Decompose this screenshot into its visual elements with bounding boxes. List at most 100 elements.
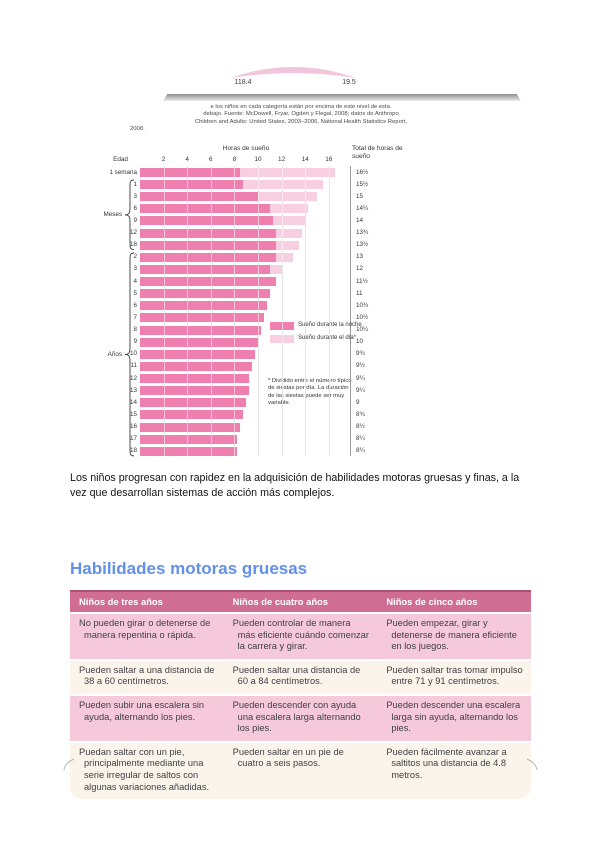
row-label: 8 <box>133 326 137 334</box>
bar-night <box>140 180 244 190</box>
body-paragraph: Los niños progresan con rapidez en la ad… <box>70 471 520 499</box>
row-label: 13 <box>129 386 137 394</box>
row-label: 3 <box>133 265 137 273</box>
bar-night <box>140 349 256 359</box>
figure-value-right: 19.5 <box>342 79 356 86</box>
table-cell: Pueden saltar una distancia de 60 a 84 c… <box>223 660 378 694</box>
total-label: 8¼ <box>356 435 365 443</box>
gridline-overlay <box>163 166 165 456</box>
bar-night <box>140 216 273 226</box>
row-label: 11 <box>130 362 137 370</box>
bar-night <box>140 228 276 238</box>
bar-night <box>140 313 264 323</box>
age-axis-label: Edad <box>113 155 128 163</box>
row-label: 9 <box>133 338 137 346</box>
table-row: Pueden subir una escalera sin ayuda, alt… <box>70 695 531 741</box>
total-label: 9 <box>356 398 360 406</box>
row-label: 4 <box>133 277 137 285</box>
total-label: 10¾ <box>356 301 369 309</box>
bar-night <box>140 192 258 202</box>
gridline-overlay <box>234 166 236 456</box>
total-label: 9¾ <box>356 350 365 358</box>
table-corner-flourish-right <box>526 758 538 771</box>
table-head: Niños de tres años Niños de cuatro años Ni… <box>70 590 531 612</box>
row-label: 3 <box>133 192 137 200</box>
bar-night <box>140 446 238 456</box>
bar-night <box>140 361 253 371</box>
row-label: 18 <box>129 241 137 249</box>
bar-night <box>140 252 276 262</box>
row-label: 7 <box>133 313 137 321</box>
group-brace <box>124 252 135 457</box>
x-tick-label: 8 <box>232 155 237 163</box>
bar-night <box>140 168 241 177</box>
bar-night <box>140 289 270 299</box>
x-tick-label: 6 <box>209 155 213 163</box>
total-label: 13½ <box>356 241 369 249</box>
table-cell: Pueden saltar a una distancia de 38 a 60… <box>70 660 224 694</box>
total-label: 9¼ <box>356 386 365 394</box>
gridline-overlay <box>187 166 189 456</box>
gross-motor-table: Niños de tres años Niños de cuatro años Ni… <box>70 588 531 801</box>
row-label: 17 <box>129 435 137 443</box>
bar-day <box>269 204 309 214</box>
table-row: Pueden saltar a una distancia de 38 a 60… <box>70 660 531 694</box>
row-label: 1 semana <box>109 168 137 176</box>
bar-night <box>140 410 244 420</box>
bar-day <box>275 240 300 250</box>
legend-label: Sueño durante la noche <box>298 321 362 328</box>
table-body: No pueden girar o detenerse de manera re… <box>70 614 531 800</box>
row-label: 1 <box>133 180 137 188</box>
table-cell: Pueden descender una escalera larga sin … <box>377 695 531 741</box>
total-label: 10¼ <box>356 326 369 334</box>
row-label: 12 <box>129 229 137 237</box>
bar-day <box>240 168 335 177</box>
total-label: 15½ <box>356 180 369 188</box>
row-label: 5 <box>133 289 137 297</box>
bar-night <box>140 422 241 432</box>
total-label: 12 <box>356 265 364 273</box>
figure-caption-line: e los niños en cada categoría están por … <box>210 104 392 110</box>
row-label: 6 <box>133 301 137 309</box>
total-column-header: Total de horas de sueño <box>352 145 403 160</box>
x-tick-label: 10 <box>254 155 262 163</box>
total-label: 11 <box>356 289 363 297</box>
row-label: 16 <box>129 423 137 431</box>
table-cell: Pueden subir una escalera sin ayuda, alt… <box>70 695 224 741</box>
bar-day <box>243 180 323 190</box>
gridline-overlay <box>210 166 212 456</box>
bar-night <box>140 386 250 396</box>
group-label: Años <box>107 350 122 358</box>
totals-separator <box>350 166 351 456</box>
total-label: 8¼ <box>356 447 365 455</box>
bar-night <box>140 337 258 347</box>
total-label: 9½ <box>356 362 365 370</box>
bar-day <box>272 216 306 226</box>
total-label: 13¾ <box>356 229 369 237</box>
table-cell: Pueden saltar en un pie de cuatro a seis… <box>223 742 378 800</box>
table-corner-flourish-left <box>63 758 75 771</box>
gross-motor-table-wrap: Niños de tres años Niños de cuatro años Ni… <box>70 588 531 801</box>
total-label: 14 <box>356 216 364 224</box>
legend-label: Sueño durante el día* <box>298 334 357 341</box>
x-tick-label: 2 <box>161 155 166 163</box>
bar-night <box>140 204 270 214</box>
bar-day <box>275 228 303 238</box>
total-label: 11½ <box>356 277 368 285</box>
row-label: 10 <box>129 350 137 358</box>
bar-night <box>140 264 270 274</box>
bar-night <box>140 240 276 250</box>
total-label: 15 <box>356 192 364 200</box>
x-tick-label: 4 <box>185 155 189 163</box>
total-label: 8¾ <box>356 410 365 418</box>
total-label: 14¼ <box>356 204 369 212</box>
sleep-hours-chart: Horas de sueño Edad Total de horas de su… <box>100 145 450 461</box>
table-cell: Pueden saltar tras tomar impulso entre 7… <box>377 660 531 694</box>
row-label: 14 <box>129 398 137 406</box>
table-cell: Pueden descender con ayuda una escalera … <box>223 695 378 741</box>
total-label: 10½ <box>356 313 369 321</box>
x-tick-label: 12 <box>278 155 286 163</box>
table-cell: Pueden empezar, girar y detenerse de man… <box>377 614 531 659</box>
table-cell: No pueden girar o detenerse de manera re… <box>70 614 224 659</box>
